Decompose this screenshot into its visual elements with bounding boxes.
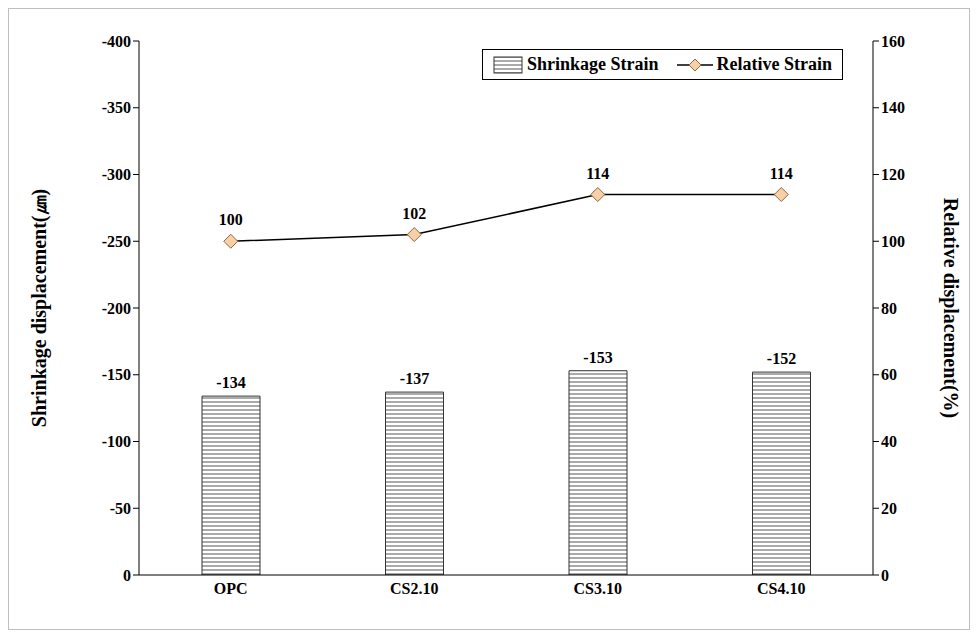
svg-text:OPC: OPC: [214, 580, 248, 597]
svg-text:-137: -137: [400, 370, 429, 387]
svg-text:114: 114: [770, 165, 793, 182]
svg-text:-153: -153: [583, 349, 612, 366]
svg-text:-400: -400: [102, 33, 131, 50]
svg-text:-134: -134: [216, 374, 245, 391]
svg-text:100: 100: [219, 211, 243, 228]
svg-text:120: 120: [881, 166, 905, 183]
svg-text:-100: -100: [102, 433, 131, 450]
svg-text:40: 40: [881, 433, 897, 450]
svg-text:80: 80: [881, 300, 897, 317]
svg-text:-300: -300: [102, 166, 131, 183]
svg-text:Relative displacement(%): Relative displacement(%): [939, 198, 962, 419]
svg-text:CS4.10: CS4.10: [757, 580, 805, 597]
svg-text:Shrinkage displacement(㎛): Shrinkage displacement(㎛): [28, 189, 51, 427]
svg-text:-50: -50: [110, 500, 131, 517]
svg-text:102: 102: [402, 205, 426, 222]
svg-text:140: 140: [881, 99, 905, 116]
svg-text:0: 0: [123, 567, 131, 584]
svg-text:CS3.10: CS3.10: [574, 580, 622, 597]
svg-text:160: 160: [881, 33, 905, 50]
svg-text:100: 100: [881, 233, 905, 250]
svg-text:0: 0: [881, 567, 889, 584]
svg-text:60: 60: [881, 366, 897, 383]
svg-text:CS2.10: CS2.10: [390, 580, 438, 597]
svg-text:-200: -200: [102, 300, 131, 317]
svg-text:-350: -350: [102, 99, 131, 116]
svg-text:114: 114: [586, 165, 609, 182]
html-text:Shrinkage Strain: Shrinkage Strain: [527, 54, 659, 74]
html-text:Relative Strain: Relative Strain: [716, 54, 832, 74]
svg-text:-250: -250: [102, 233, 131, 250]
svg-text:-152: -152: [767, 350, 796, 367]
svg-text:20: 20: [881, 500, 897, 517]
svg-text:-150: -150: [102, 366, 131, 383]
